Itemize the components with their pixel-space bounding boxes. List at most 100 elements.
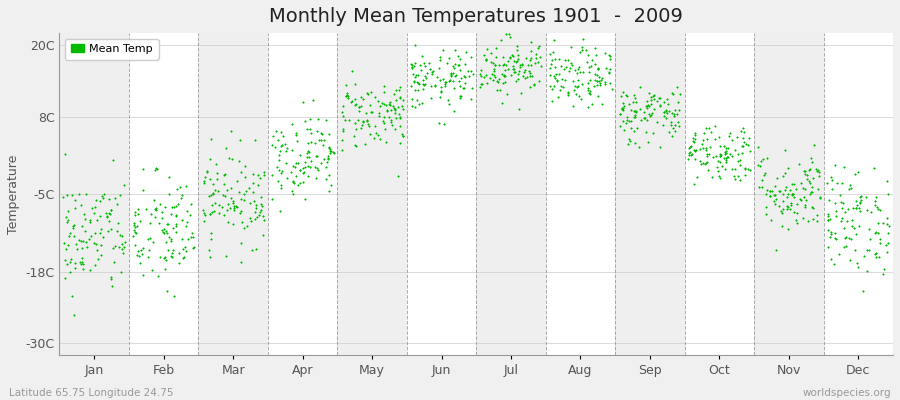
Point: [436, 75, 450, 82]
Point: [452, 78, 466, 85]
Point: [488, 62, 502, 68]
Point: [177, 244, 192, 250]
Point: [878, 242, 893, 248]
Point: [847, 224, 861, 231]
Point: [743, 148, 758, 154]
Point: [718, 157, 733, 164]
Point: [292, 167, 307, 174]
Point: [803, 191, 817, 197]
Point: [200, 169, 214, 176]
Point: [286, 178, 301, 184]
Point: [683, 144, 698, 150]
Point: [418, 81, 432, 87]
Point: [828, 200, 842, 206]
Point: [821, 217, 835, 224]
Point: [275, 133, 290, 139]
Point: [160, 288, 175, 294]
Point: [197, 210, 211, 216]
Point: [527, 60, 542, 66]
Point: [759, 211, 773, 217]
Point: [523, 73, 537, 80]
Point: [352, 104, 366, 111]
Point: [68, 260, 83, 266]
Point: [286, 179, 301, 185]
Bar: [407, 33, 476, 355]
Point: [112, 191, 127, 198]
Point: [80, 244, 94, 250]
Point: [564, 44, 579, 50]
Point: [616, 127, 631, 134]
Point: [320, 155, 335, 162]
Point: [112, 220, 126, 226]
Point: [620, 114, 634, 120]
Point: [406, 70, 420, 77]
Point: [169, 229, 184, 236]
Point: [339, 92, 354, 98]
Point: [733, 177, 747, 184]
Point: [565, 78, 580, 84]
Point: [615, 106, 629, 112]
Point: [517, 68, 531, 75]
Point: [164, 238, 178, 245]
Point: [424, 68, 438, 75]
Point: [781, 164, 796, 171]
Point: [360, 90, 374, 97]
Point: [218, 171, 232, 178]
Point: [805, 184, 819, 190]
Point: [444, 71, 458, 77]
Point: [580, 87, 595, 94]
Point: [142, 246, 157, 253]
Point: [273, 148, 287, 154]
Point: [836, 224, 850, 231]
Point: [234, 169, 248, 175]
Point: [224, 195, 238, 201]
Point: [95, 234, 110, 240]
Point: [61, 216, 76, 223]
Point: [237, 191, 251, 197]
Point: [798, 168, 813, 174]
Point: [571, 83, 585, 90]
Point: [79, 239, 94, 245]
Point: [737, 138, 751, 145]
Point: [613, 111, 627, 118]
Point: [326, 148, 340, 155]
Point: [582, 90, 597, 96]
Point: [372, 112, 386, 119]
Point: [411, 80, 426, 87]
Point: [108, 243, 122, 250]
Point: [487, 72, 501, 78]
Point: [731, 158, 745, 165]
Point: [233, 240, 248, 246]
Point: [787, 194, 801, 200]
Point: [271, 136, 285, 143]
Point: [742, 135, 756, 141]
Point: [688, 156, 702, 162]
Point: [659, 107, 673, 113]
Point: [367, 94, 382, 100]
Point: [408, 60, 422, 66]
Point: [508, 69, 522, 76]
Point: [480, 46, 494, 52]
Point: [357, 141, 372, 147]
Point: [393, 114, 408, 120]
Point: [420, 70, 435, 76]
Point: [335, 137, 349, 143]
Point: [327, 150, 341, 156]
Point: [59, 192, 74, 198]
Point: [660, 110, 674, 117]
Point: [410, 97, 424, 103]
Point: [622, 118, 636, 124]
Point: [595, 101, 609, 107]
Point: [321, 131, 336, 137]
Point: [832, 192, 847, 198]
Point: [220, 145, 234, 152]
Point: [670, 99, 685, 105]
Point: [86, 204, 100, 211]
Point: [366, 134, 381, 141]
Point: [285, 121, 300, 127]
Point: [735, 125, 750, 132]
Point: [269, 164, 284, 170]
Point: [430, 74, 445, 80]
Point: [681, 156, 696, 162]
Point: [203, 254, 218, 260]
